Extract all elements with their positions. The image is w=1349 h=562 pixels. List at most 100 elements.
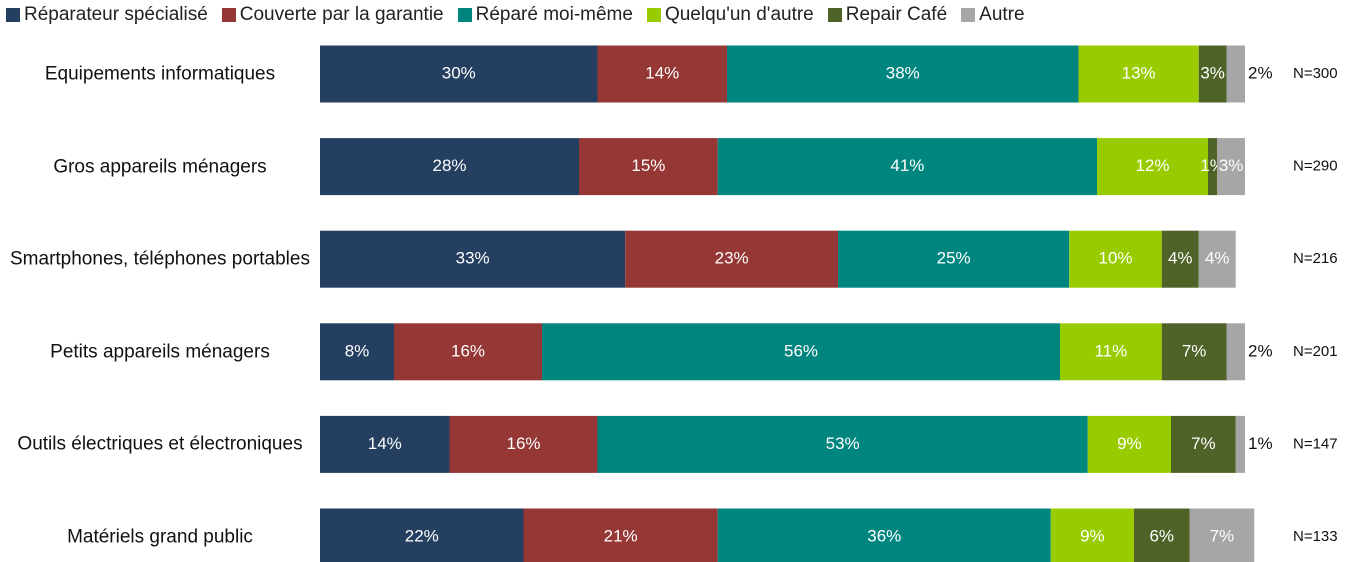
value-label: 21% — [604, 526, 638, 545]
value-label: 30% — [442, 63, 476, 82]
legend-label: Réparateur spécialisé — [24, 4, 208, 25]
legend-label: Repair Café — [845, 4, 948, 25]
value-label: 53% — [826, 434, 860, 453]
legend-swatch — [827, 8, 842, 22]
bar-segment — [1069, 230, 1162, 288]
bar-segment — [1198, 45, 1227, 103]
bar-segment — [320, 323, 394, 381]
value-label: 6% — [1149, 526, 1174, 545]
bar-segment — [1161, 230, 1199, 288]
value-label: 4% — [1205, 249, 1230, 268]
bar-segment — [717, 508, 1051, 562]
legend-item: Réparateur spécialisé — [6, 4, 208, 26]
legend-label: Réparé moi-même — [475, 4, 633, 25]
bar-segment — [838, 230, 1070, 288]
value-label: 4% — [1168, 249, 1193, 268]
bar-segment — [597, 45, 727, 103]
bar-segment — [1208, 138, 1218, 196]
value-label: 25% — [937, 249, 971, 268]
value-label: 7% — [1182, 341, 1207, 360]
bar-segment — [1235, 415, 1245, 473]
value-label: 22% — [405, 526, 439, 545]
value-label: 36% — [867, 526, 901, 545]
bar-segment — [320, 230, 626, 288]
n-label: N=201 — [1293, 343, 1338, 360]
bar-segment — [1171, 415, 1236, 473]
value-label: 14% — [368, 434, 402, 453]
n-label: N=290 — [1293, 158, 1338, 175]
legend-item: Repair Café — [827, 4, 948, 26]
n-label: N=300 — [1293, 65, 1338, 82]
value-label: 2% — [1248, 63, 1273, 82]
legend-label: Autre — [979, 4, 1025, 25]
legend-item: Couverte par la garantie — [221, 4, 444, 26]
value-label: 11% — [1094, 341, 1127, 360]
value-label: 3% — [1219, 156, 1244, 175]
legend-swatch — [961, 8, 976, 22]
legend-swatch — [457, 8, 472, 22]
category-label: Petits appareils ménagers — [50, 341, 270, 363]
bar-segment — [320, 508, 524, 562]
value-label: 8% — [345, 341, 370, 360]
bar-segment — [1226, 45, 1245, 103]
value-label: 2% — [1248, 341, 1273, 360]
value-label: 1% — [1248, 434, 1273, 453]
category-label: Smartphones, téléphones portables — [10, 248, 310, 270]
bar-segment — [1097, 138, 1208, 196]
bar-segment — [597, 415, 1088, 473]
category-label: Matériels grand public — [67, 526, 253, 548]
value-label: 9% — [1080, 526, 1105, 545]
bar-segment — [449, 415, 598, 473]
n-label: N=133 — [1293, 528, 1338, 545]
n-label: N=147 — [1293, 435, 1338, 452]
value-label: 15% — [631, 156, 665, 175]
value-label: 10% — [1098, 249, 1132, 268]
bar-segment — [1060, 323, 1162, 381]
value-label: 28% — [432, 156, 466, 175]
legend-label: Quelqu'un d'autre — [664, 4, 814, 25]
bar-segment — [579, 138, 718, 196]
bar-segment — [320, 45, 598, 103]
bar-segment — [1161, 323, 1227, 381]
value-label: 16% — [506, 434, 540, 453]
bar-segment — [717, 138, 1097, 196]
bar-segment — [1226, 323, 1245, 381]
bar-segment — [1217, 138, 1245, 196]
legend-swatch — [646, 8, 661, 22]
category-label: Equipements informatiques — [44, 63, 276, 85]
bar-segment — [542, 323, 1060, 381]
category-label: Outils électriques et électroniques — [17, 433, 303, 455]
legend-label: Couverte par la garantie — [239, 4, 444, 25]
value-label: 9% — [1117, 434, 1142, 453]
bar-segment — [523, 508, 718, 562]
bar-segment — [625, 230, 838, 288]
value-label: 41% — [890, 156, 924, 175]
value-label: 14% — [645, 63, 679, 82]
value-label: 7% — [1191, 434, 1216, 453]
bar-segment — [727, 45, 1079, 103]
bar-segment — [1198, 230, 1236, 288]
n-label: N=216 — [1293, 250, 1338, 267]
value-label: 7% — [1210, 526, 1235, 545]
bar-segment — [394, 323, 542, 381]
bar-segment — [1050, 508, 1134, 562]
value-label: 13% — [1122, 63, 1156, 82]
bar-segment — [1078, 45, 1199, 103]
bar-segment — [1189, 508, 1255, 562]
legend-item: Quelqu'un d'autre — [646, 4, 814, 26]
legend-item: Autre — [961, 4, 1025, 26]
value-label: 33% — [456, 249, 490, 268]
value-label: 38% — [886, 63, 920, 82]
value-label: 12% — [1135, 156, 1169, 175]
legend-item: Réparé moi-même — [457, 4, 633, 26]
value-label: 16% — [451, 341, 485, 360]
category-label: Gros appareils ménagers — [53, 156, 267, 178]
legend: Réparateur spécialisé Couverte par la gar… — [6, 4, 1039, 26]
legend-swatch — [6, 8, 20, 22]
bar-segment — [320, 138, 579, 196]
bar-segment — [320, 415, 450, 473]
bar-segment — [1134, 508, 1190, 562]
legend-swatch — [221, 8, 236, 22]
